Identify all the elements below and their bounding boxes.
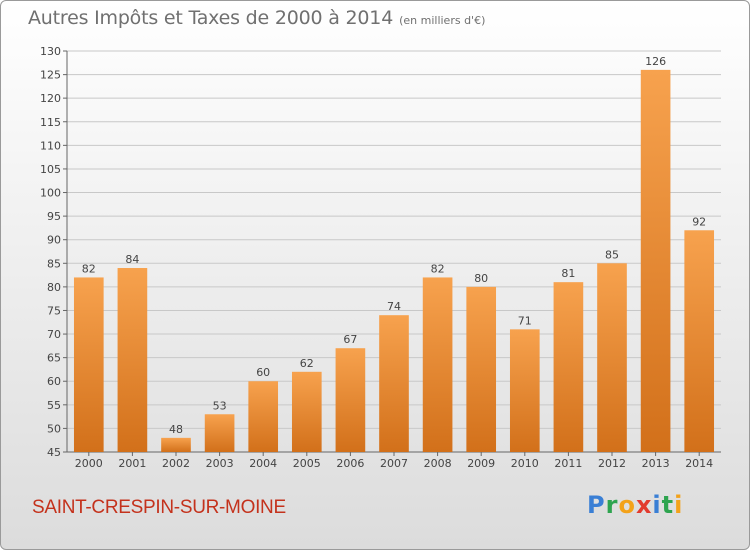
data-label: 80 [474,272,488,285]
data-label: 92 [692,215,706,228]
x-tick-label: 2012 [598,457,626,470]
y-tick-label: 80 [47,281,61,294]
x-tick-label: 2008 [424,457,452,470]
data-label: 67 [343,333,357,346]
data-label: 82 [431,262,445,275]
y-tick-label: 55 [47,399,61,412]
y-tick-label: 120 [40,92,61,105]
x-tick-label: 2011 [554,457,582,470]
bar [204,414,235,452]
proxiti-logo: Proxiti [587,491,683,519]
y-tick-label: 45 [47,446,61,459]
logo-letter: x [635,491,653,519]
y-tick-label: 105 [40,163,61,176]
x-tick-label: 2013 [642,457,670,470]
x-tick-label: 2007 [380,457,408,470]
data-label: 85 [605,248,619,261]
y-tick-label: 90 [47,234,61,247]
data-label: 84 [125,253,139,266]
y-tick-label: 75 [47,304,61,317]
bar [640,69,671,452]
chart-title-text: Autres Impôts et Taxes de 2000 à 2014 [28,7,394,29]
x-tick-label: 2006 [336,457,364,470]
bar [466,286,497,452]
data-label: 53 [213,399,227,412]
bar [248,381,279,452]
data-label: 60 [256,366,270,379]
data-label: 81 [561,267,575,280]
y-tick-label: 130 [40,45,61,58]
data-labels: 82 84 48 53 60 62 67 74 82 80 71 81 85 126 92 [82,55,706,436]
x-tick-label: 2009 [467,457,495,470]
axes: 45 50 55 60 65 70 75 80 85 90 95 100 105 110 115 120 125… [40,45,721,470]
data-label: 126 [645,55,666,68]
x-tick-label: 2001 [118,457,146,470]
logo-letter: i [674,491,684,519]
logo-letter: P [587,491,606,519]
y-tick-label: 110 [40,139,61,152]
bar [335,348,366,452]
bar [509,329,540,452]
data-label: 48 [169,423,183,436]
city-name: SAINT-CRESPIN-SUR-MOINE [32,497,286,518]
x-tick-label: 2014 [685,457,713,470]
x-tick-label: 2010 [511,457,539,470]
y-tick-label: 115 [40,116,61,129]
x-tick-label: 2003 [206,457,234,470]
logo-letter: t [661,491,675,519]
logo-letter: r [605,491,619,519]
y-tick-label: 95 [47,210,61,223]
x-tick-label: 2005 [293,457,321,470]
bars [73,69,715,452]
y-tick-label: 50 [47,422,61,435]
data-label: 62 [300,357,314,370]
bar [291,371,322,452]
logo-letter: o [618,491,636,519]
logo-letter: i [652,491,662,519]
y-tick-label: 60 [47,375,61,388]
y-tick-label: 70 [47,328,61,341]
bar [684,230,715,452]
x-tick-label: 2004 [249,457,277,470]
bar [117,268,148,452]
data-label: 74 [387,300,401,313]
chart-subtitle: (en milliers d'€) [399,14,486,27]
bar [379,315,409,452]
chart-title: Autres Impôts et Taxes de 2000 à 2014 (en… [28,7,485,29]
y-tick-label: 65 [47,352,61,365]
y-tick-label: 100 [40,187,61,200]
bar [161,437,191,452]
bar [597,263,627,452]
y-tick-label: 85 [47,257,61,270]
bar [422,277,453,452]
y-tick-label: 125 [40,69,61,82]
x-tick-label: 2002 [162,457,190,470]
data-label: 71 [518,314,532,327]
x-tick-label: 2000 [75,457,103,470]
bar [73,277,104,452]
bar [553,282,584,452]
data-label: 82 [82,262,96,275]
